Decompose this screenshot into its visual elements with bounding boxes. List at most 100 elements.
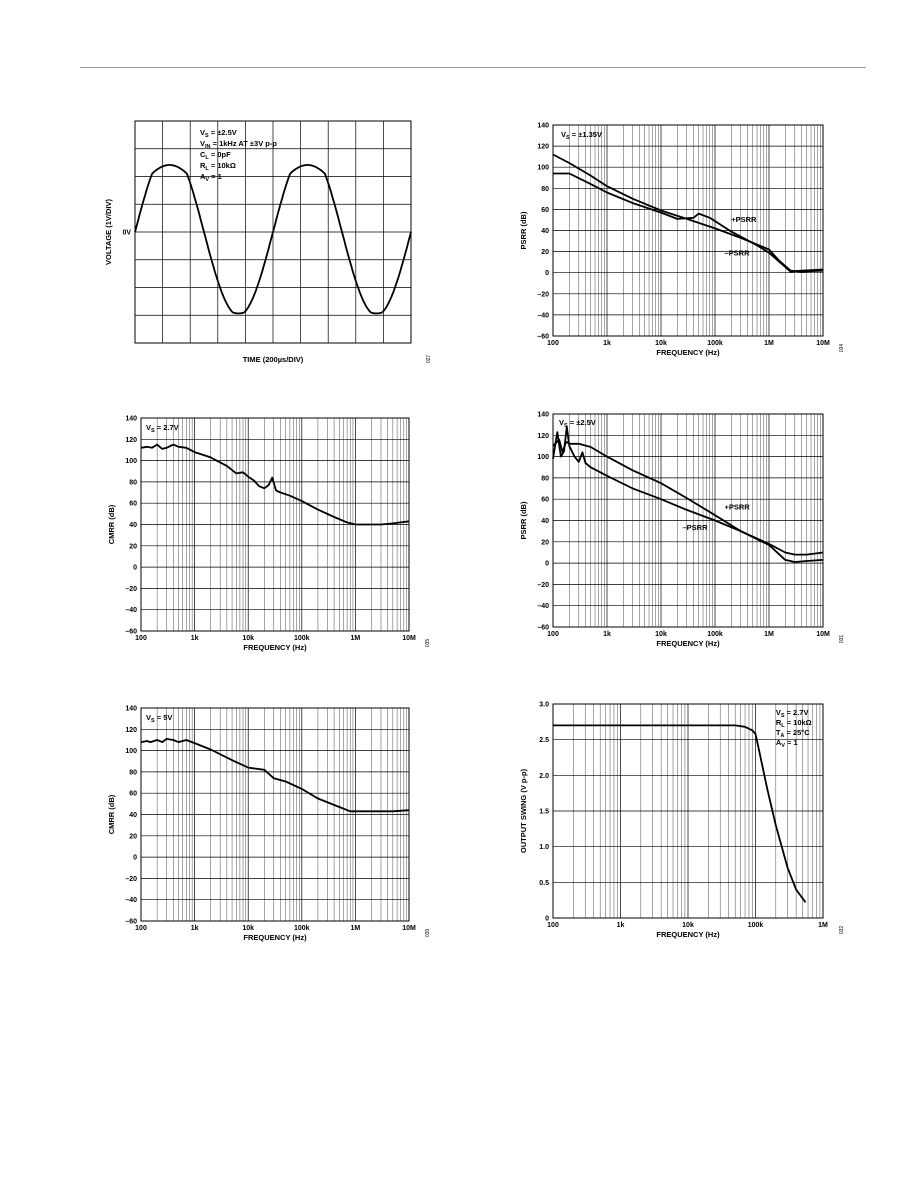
- x-tick-label: 10k: [242, 925, 254, 932]
- x-tick-label: 1M: [351, 925, 361, 932]
- x-tick-label: 10M: [816, 340, 830, 347]
- series-line--psrr: [552, 438, 824, 563]
- series-line-output-swing: [553, 724, 807, 903]
- x-tick-label: 1k: [603, 340, 611, 347]
- y-tick-label: –60: [125, 919, 137, 926]
- figure-code: 034: [839, 344, 845, 353]
- y-tick-label: 3.0: [539, 702, 549, 709]
- series-line--psrr: [552, 153, 824, 273]
- y-tick-label: 80: [541, 475, 549, 482]
- condition-note: RL = 10kΩ: [776, 718, 812, 729]
- y-tick-label: 60: [129, 791, 137, 798]
- y-tick-label: 100: [537, 165, 549, 172]
- y-tick-label: 0: [545, 916, 549, 923]
- supply-note: VS = ±1.35V: [561, 130, 602, 141]
- y-tick-label: 80: [129, 769, 137, 776]
- y-tick-label: –60: [537, 334, 549, 341]
- y-tick-label: 80: [541, 186, 549, 193]
- series-line-cmrr: [140, 738, 410, 813]
- y-tick-label: 20: [541, 539, 549, 546]
- y-tick-label: 40: [129, 522, 137, 529]
- x-tick-label: 1k: [191, 925, 199, 932]
- y-axis-label: CMRR (dB): [107, 794, 116, 834]
- y-tick-label: 2.0: [539, 773, 549, 780]
- x-tick-label: 1M: [351, 635, 361, 642]
- y-tick-label: 20: [129, 543, 137, 550]
- x-tick-label: 10M: [402, 635, 416, 642]
- header-rule: [80, 67, 866, 68]
- supply-note: VS = 5V: [146, 713, 172, 724]
- y-tick-label: 60: [541, 497, 549, 504]
- y-tick-label: 0: [133, 855, 137, 862]
- x-axis-label: FREQUENCY (Hz): [656, 639, 720, 648]
- series-line-cmrr: [140, 443, 410, 526]
- y-tick-label: 40: [129, 812, 137, 819]
- y-tick-label: –40: [125, 897, 137, 904]
- y-tick-label: –60: [125, 629, 137, 636]
- y-axis-label: CMRR (dB): [107, 504, 116, 544]
- x-tick-label: 100: [135, 635, 147, 642]
- x-tick-label: 100k: [707, 631, 723, 638]
- series-line-output-waveform: [134, 164, 412, 315]
- y-tick-label: –40: [537, 312, 549, 319]
- supply-note: VS = ±2.5V: [559, 418, 596, 429]
- x-tick-label: 10M: [816, 631, 830, 638]
- x-tick-label: 100: [135, 925, 147, 932]
- y-tick-label: 140: [125, 416, 137, 423]
- y-tick-label: 140: [125, 706, 137, 713]
- y-tick-label: 0.5: [539, 880, 549, 887]
- y-tick-label: 20: [541, 249, 549, 256]
- series-line--psrr: [552, 425, 824, 556]
- condition-note: VIN = 1kHz AT ±3V p-p: [200, 139, 277, 150]
- x-tick-label: 10k: [682, 922, 694, 929]
- y-axis-label: OUTPUT SWING (V p-p): [519, 768, 528, 853]
- x-tick-label: 1M: [764, 340, 774, 347]
- x-tick-label: 1k: [617, 922, 625, 929]
- y-tick-label: –20: [537, 582, 549, 589]
- y-tick-label: 0V: [122, 230, 131, 237]
- figure-code: 039: [425, 929, 431, 938]
- x-tick-label: 100k: [294, 925, 310, 932]
- y-axis-label: PSRR (dB): [519, 501, 528, 539]
- x-tick-label: 100k: [294, 635, 310, 642]
- y-tick-label: 1.0: [539, 844, 549, 851]
- y-tick-label: 120: [537, 433, 549, 440]
- x-tick-label: 1M: [818, 922, 828, 929]
- y-tick-label: 20: [129, 833, 137, 840]
- y-axis-label: VOLTAGE (1V/DIV): [104, 199, 113, 265]
- y-tick-label: 120: [125, 727, 137, 734]
- plot-frame: [140, 417, 410, 632]
- y-tick-label: 140: [537, 412, 549, 419]
- x-axis-label: FREQUENCY (Hz): [243, 933, 307, 942]
- condition-note: CL = 0pF: [200, 150, 231, 161]
- figure-code: 035: [425, 639, 431, 648]
- x-tick-label: 10k: [242, 635, 254, 642]
- y-tick-label: 0: [545, 270, 549, 277]
- y-tick-label: 100: [125, 458, 137, 465]
- y-tick-label: 1.5: [539, 809, 549, 816]
- y-tick-label: –40: [125, 607, 137, 614]
- x-tick-label: 10M: [402, 925, 416, 932]
- y-tick-label: –20: [125, 876, 137, 883]
- x-tick-label: 100: [547, 922, 559, 929]
- supply-note: VS = 2.7V: [146, 423, 179, 434]
- y-tick-label: 120: [537, 144, 549, 151]
- figure-code: 027: [426, 355, 432, 364]
- y-tick-label: 140: [537, 123, 549, 130]
- x-tick-label: 1k: [603, 631, 611, 638]
- condition-note: TA = 25°C: [776, 728, 810, 739]
- x-tick-label: 100: [547, 631, 559, 638]
- x-tick-label: 10k: [655, 340, 667, 347]
- series-label-plus-psrr: +PSRR: [731, 215, 757, 224]
- plot-frame: [140, 707, 410, 922]
- y-tick-label: 100: [125, 748, 137, 755]
- x-tick-label: 1k: [191, 635, 199, 642]
- y-tick-label: 80: [129, 479, 137, 486]
- y-tick-label: –20: [125, 586, 137, 593]
- series-label-minus-psrr: –PSRR: [725, 249, 751, 258]
- y-tick-label: 40: [541, 518, 549, 525]
- y-tick-label: 120: [125, 437, 137, 444]
